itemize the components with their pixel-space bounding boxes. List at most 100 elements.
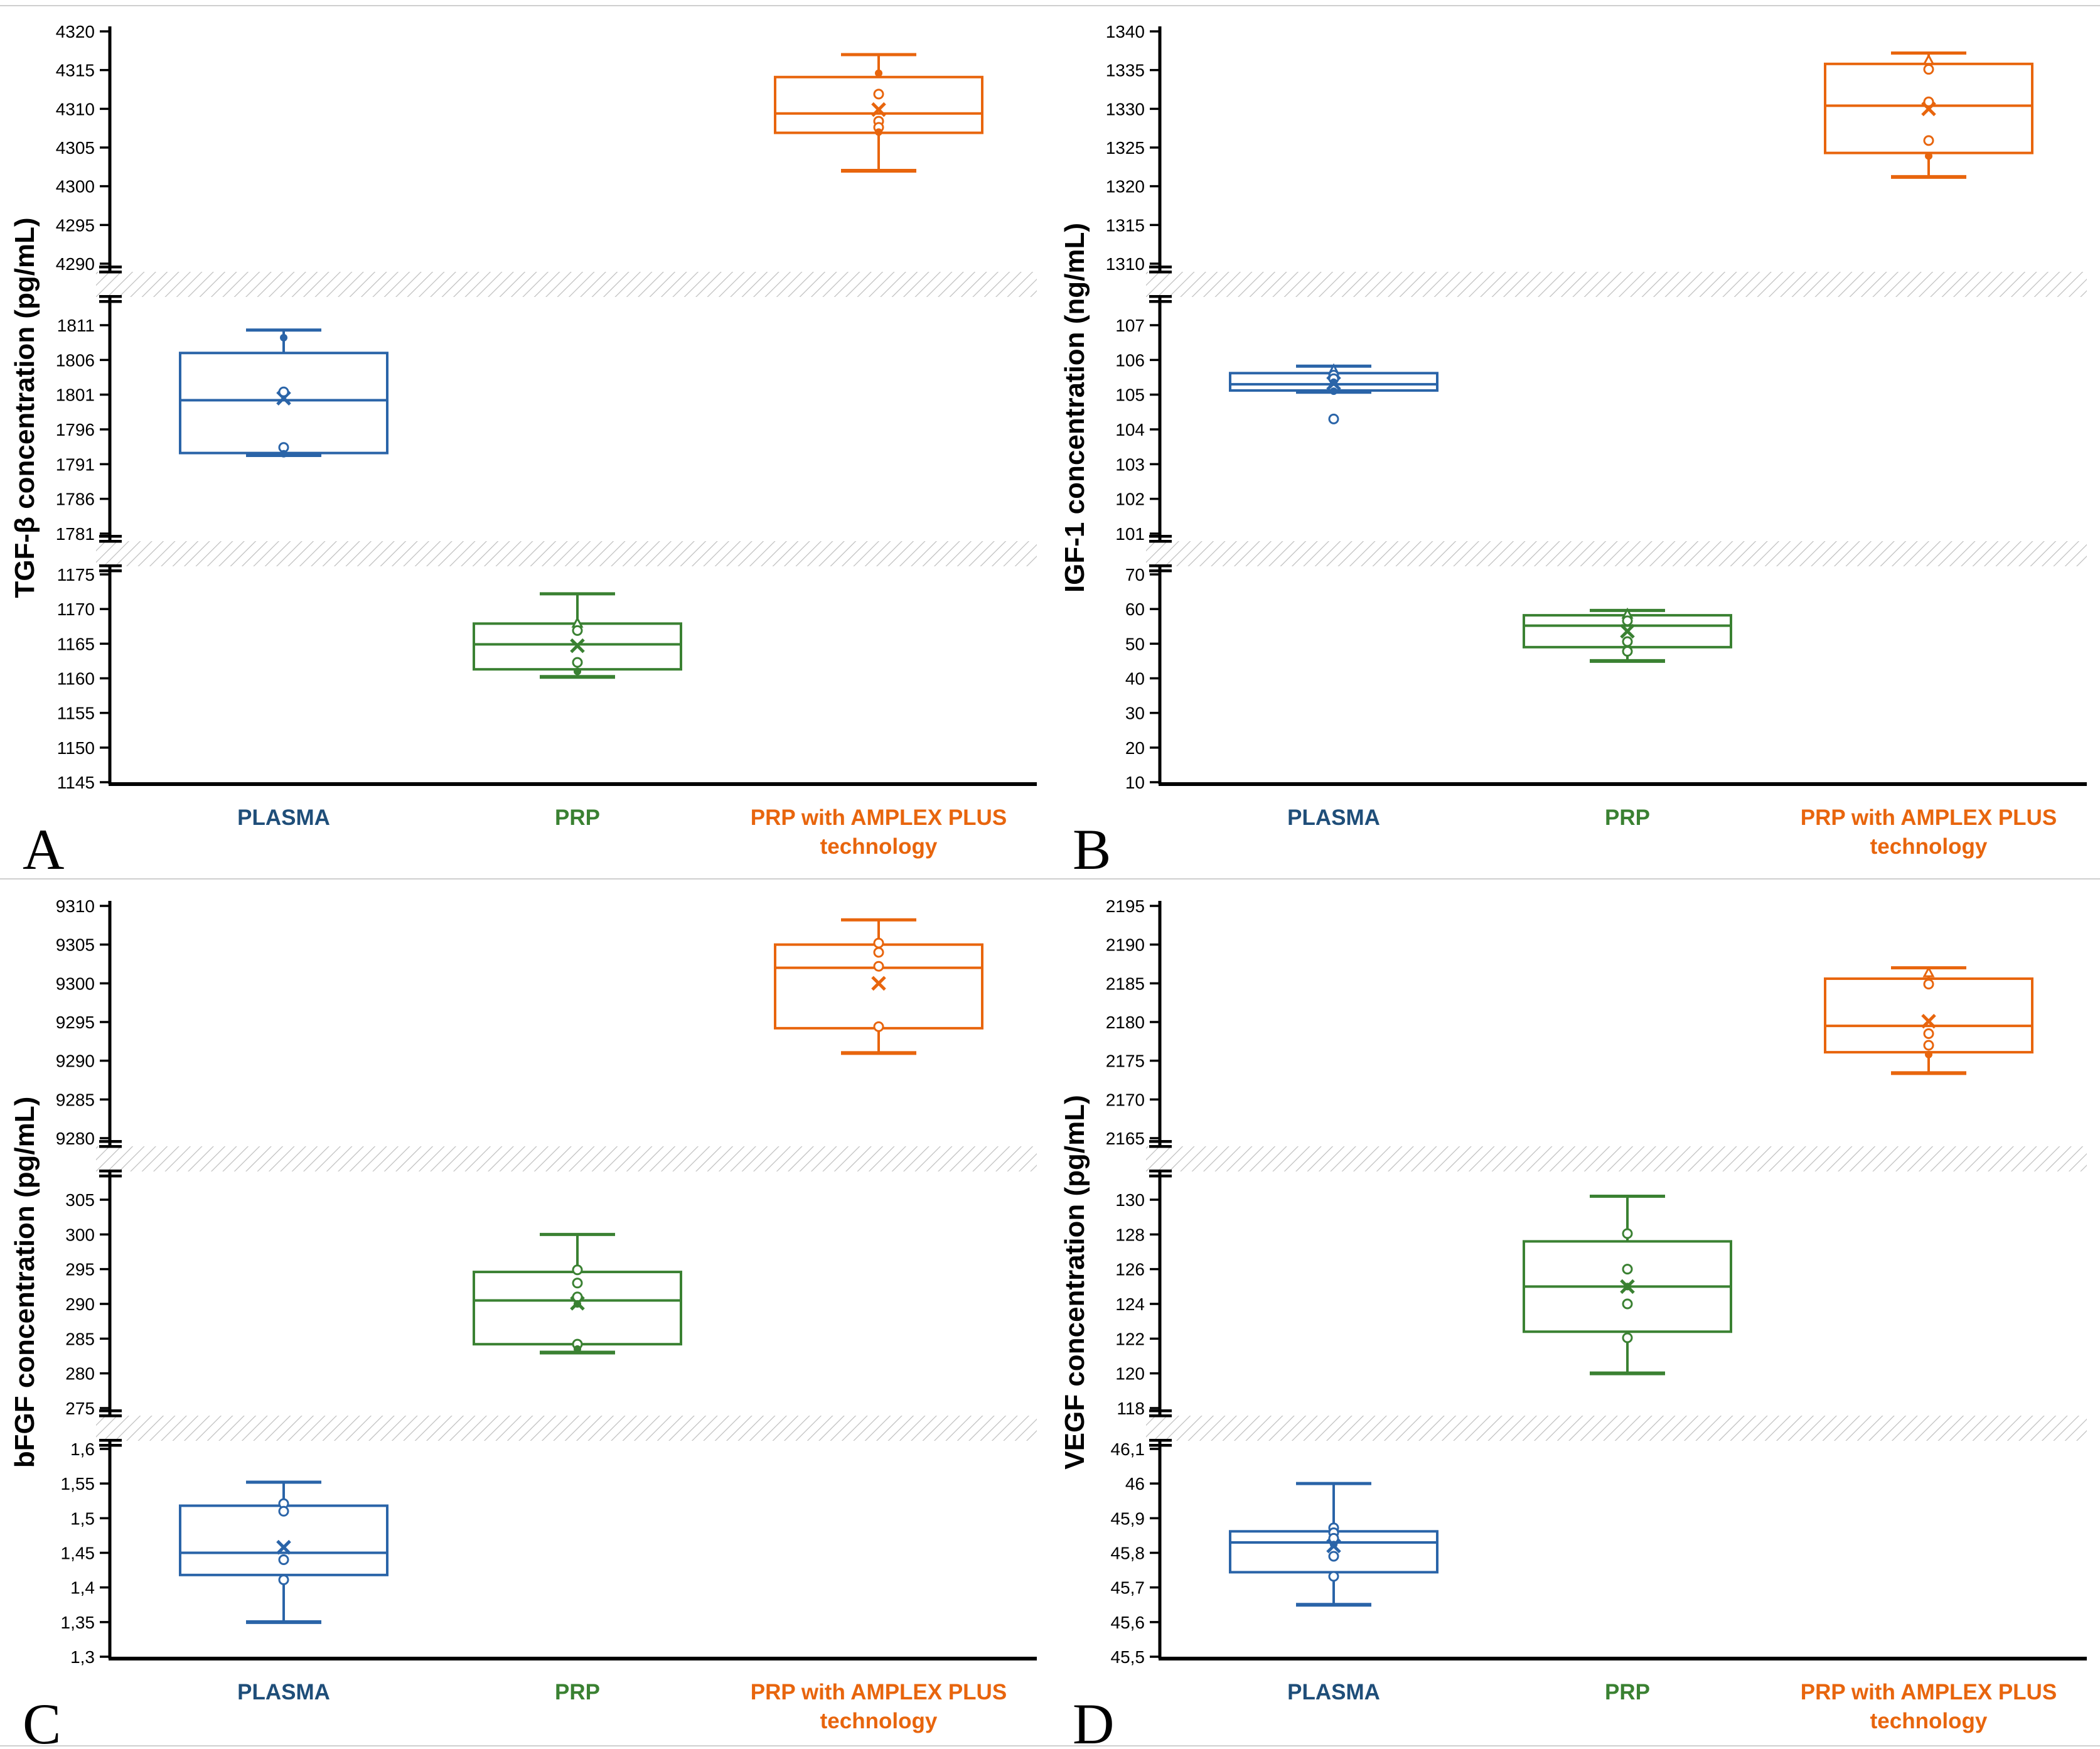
data-point-circle bbox=[572, 625, 583, 636]
y-tick-label: 1320 bbox=[1106, 177, 1145, 196]
y-tick-label: 1,35 bbox=[61, 1613, 95, 1632]
y-tick-label: 122 bbox=[1115, 1329, 1145, 1348]
category-label: technology bbox=[1870, 1709, 1988, 1733]
boxplot-plasma bbox=[179, 1480, 388, 1624]
data-point-circle bbox=[572, 1291, 583, 1303]
data-point-circle bbox=[572, 657, 583, 668]
axis-break-band bbox=[1146, 272, 2087, 297]
data-point-circle bbox=[1923, 96, 1934, 107]
y-tick-label: 1,55 bbox=[61, 1474, 95, 1493]
y-tick-label: 106 bbox=[1115, 350, 1145, 370]
data-point-circle bbox=[278, 386, 289, 397]
y-tick-label: 1315 bbox=[1106, 215, 1145, 235]
category-label: PRP bbox=[1605, 1680, 1650, 1704]
data-point-circle bbox=[278, 1554, 289, 1566]
category-label: PRP with AMPLEX PLUS bbox=[1801, 805, 2057, 830]
axis-break-mark bbox=[1149, 1414, 1172, 1418]
y-tick-label: 1330 bbox=[1106, 99, 1145, 119]
data-point-circle bbox=[572, 1264, 583, 1276]
y-tick-label: 1791 bbox=[56, 455, 95, 474]
axis-break-band bbox=[1146, 1416, 2087, 1441]
y-tick-label: 305 bbox=[65, 1190, 95, 1210]
data-point-circle bbox=[873, 947, 884, 958]
panel-divider-line bbox=[0, 1745, 2100, 1746]
data-point-circle bbox=[873, 89, 884, 100]
y-tick-label: 1340 bbox=[1106, 22, 1145, 41]
axis-break-mark bbox=[99, 564, 122, 568]
y-tick-label: 124 bbox=[1115, 1294, 1145, 1314]
data-point-circle bbox=[1923, 1028, 1934, 1039]
y-tick-label: 102 bbox=[1115, 490, 1145, 509]
y-tick-label: 1796 bbox=[56, 420, 95, 439]
y-tick-label: 275 bbox=[65, 1399, 95, 1418]
category-label: PLASMA bbox=[237, 1680, 330, 1704]
data-point-dot bbox=[1925, 1050, 1932, 1058]
y-tick-label: 118 bbox=[1117, 1399, 1145, 1418]
data-point-dot bbox=[1330, 378, 1337, 386]
y-tick-label: 4290 bbox=[56, 254, 95, 274]
y-axis-title: TGF-β concentration (pg/mL) bbox=[9, 217, 40, 598]
data-point-circle bbox=[873, 961, 884, 972]
y-tick-label: 1,6 bbox=[70, 1440, 95, 1459]
category-label: PRP with AMPLEX PLUS bbox=[751, 1680, 1007, 1704]
data-point-circle bbox=[1622, 1332, 1633, 1343]
data-point-triangle bbox=[1922, 966, 1935, 977]
y-tick-label: 4310 bbox=[56, 99, 95, 119]
boxplot-prp bbox=[1523, 1194, 1732, 1375]
y-tick-label: 20 bbox=[1125, 738, 1145, 758]
y-tick-label: 1806 bbox=[56, 350, 95, 370]
y-tick-label: 1801 bbox=[56, 385, 95, 405]
y-tick-label: 70 bbox=[1125, 565, 1145, 584]
mean-x-marker bbox=[1921, 1013, 1936, 1029]
axis-break-mark bbox=[1149, 271, 1172, 274]
axis-break-mark bbox=[99, 1145, 122, 1148]
y-tick-label: 104 bbox=[1115, 420, 1145, 439]
category-label: technology bbox=[1870, 834, 1988, 859]
y-tick-label: 2185 bbox=[1106, 974, 1145, 993]
y-tick-label: 105 bbox=[1115, 385, 1145, 405]
y-tick-label: 1165 bbox=[57, 634, 95, 654]
y-tick-label: 9300 bbox=[56, 974, 95, 993]
mean-x-marker bbox=[871, 102, 886, 117]
y-tick-label: 45,8 bbox=[1111, 1544, 1145, 1563]
y-tick-label: 1170 bbox=[57, 600, 95, 619]
data-point-circle bbox=[1328, 413, 1339, 424]
category-label: PLASMA bbox=[1287, 805, 1380, 830]
y-tick-label: 101 bbox=[1115, 524, 1145, 544]
data-point-circle bbox=[873, 937, 884, 949]
y-tick-label: 1335 bbox=[1106, 61, 1145, 80]
y-tick-label: 1325 bbox=[1106, 138, 1145, 158]
boxplot-plasma bbox=[179, 328, 388, 458]
axis-break-mark bbox=[99, 540, 122, 543]
boxplot-prp-with-amplex-plus-technology bbox=[774, 53, 983, 173]
category-label: PLASMA bbox=[237, 805, 330, 830]
y-axis-title: bFGF concentration (pg/mL) bbox=[9, 1097, 40, 1468]
y-tick-label: 40 bbox=[1125, 669, 1145, 689]
y-tick-label: 45,5 bbox=[1111, 1647, 1145, 1667]
y-tick-label: 9305 bbox=[56, 935, 95, 955]
y-tick-label: 4300 bbox=[56, 177, 95, 196]
y-tick-label: 1175 bbox=[57, 565, 95, 584]
y-tick-label: 9285 bbox=[56, 1090, 95, 1109]
category-label: PRP with AMPLEX PLUS bbox=[1801, 1680, 2057, 1704]
y-tick-label: 9280 bbox=[56, 1129, 95, 1148]
data-point-dot bbox=[1925, 152, 1932, 160]
category-label: technology bbox=[820, 1709, 938, 1733]
y-tick-label: 130 bbox=[1115, 1190, 1145, 1210]
y-tick-label: 1786 bbox=[56, 490, 95, 509]
axis-break-band bbox=[1146, 1146, 2087, 1171]
data-point-circle bbox=[1622, 645, 1633, 657]
axis-break-band bbox=[96, 1146, 1037, 1171]
axis-break-mark bbox=[99, 271, 122, 274]
data-point-dot bbox=[1624, 1283, 1631, 1291]
mean-x-marker bbox=[570, 638, 585, 654]
category-label: PRP bbox=[555, 805, 600, 830]
data-point-dot bbox=[875, 69, 882, 77]
y-tick-label: 4315 bbox=[56, 61, 95, 80]
y-tick-label: 2180 bbox=[1106, 1013, 1145, 1032]
data-point-dot bbox=[875, 128, 882, 136]
axis-break-mark bbox=[1149, 540, 1172, 543]
category-label: PLASMA bbox=[1287, 1680, 1380, 1704]
data-point-circle bbox=[1328, 1571, 1339, 1582]
